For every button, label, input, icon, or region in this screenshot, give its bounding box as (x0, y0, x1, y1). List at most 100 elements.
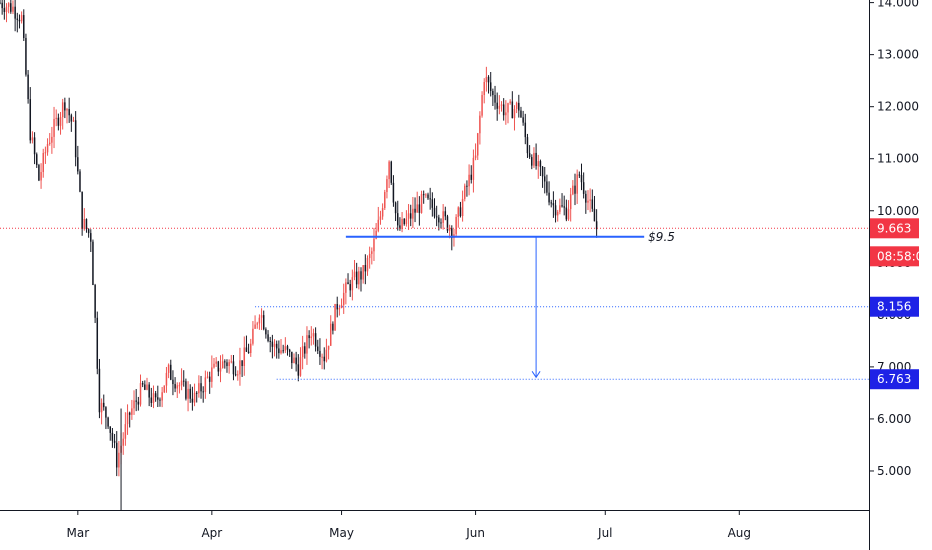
levels (0, 227, 869, 380)
candle-body (55, 117, 57, 119)
candle-body (468, 174, 470, 187)
candle-body (496, 102, 498, 109)
candle-body (152, 393, 155, 403)
candles (0, 0, 598, 510)
candle-body (299, 357, 302, 376)
candle-body (409, 213, 412, 219)
candle-body (254, 324, 256, 329)
candle-body (232, 361, 235, 375)
current-price-tag-bg (870, 218, 919, 239)
candle-body (338, 307, 341, 310)
candle-body (572, 185, 574, 195)
candle-body (585, 193, 587, 203)
candle-body (317, 346, 319, 351)
candle-body (109, 426, 111, 433)
candle-body (293, 357, 295, 364)
candle-body (325, 349, 328, 362)
candle-body (131, 408, 133, 415)
candle-body (483, 82, 485, 96)
x-tick-label: Mar (67, 526, 90, 540)
candle-body (561, 205, 563, 207)
candle-body (546, 181, 548, 193)
candle-body (403, 218, 405, 225)
candle-body (355, 271, 358, 285)
y-tick-label: 13.000 (877, 48, 919, 62)
candle-body (74, 120, 77, 158)
candle-body (582, 182, 585, 194)
candle-body (347, 282, 349, 285)
candle-body (252, 328, 254, 344)
candle-body (321, 356, 323, 358)
x-axis[interactable]: Mar Apr May Jun Jul Aug (0, 510, 869, 540)
candle-body (314, 333, 317, 347)
candle-body (215, 361, 217, 364)
candle-body (51, 136, 53, 143)
candle-body (524, 122, 527, 138)
candle-body (329, 323, 332, 346)
candle-body (533, 152, 535, 166)
candle-body (291, 351, 293, 364)
candle-body (16, 18, 19, 20)
support-tag-1-bg (870, 369, 919, 390)
candle-body (256, 323, 258, 325)
candle-body (3, 8, 6, 13)
candle-body (323, 356, 326, 362)
x-tick-label: Apr (201, 526, 222, 540)
candle-body (38, 165, 40, 181)
x-tick-label: Jun (465, 526, 485, 540)
candle-body (397, 213, 399, 226)
y-tick-label: 11.000 (877, 152, 919, 166)
candle-body (33, 137, 36, 155)
candle-body (422, 194, 425, 196)
candle-body (487, 76, 490, 83)
y-axis[interactable]: 5.0006.0007.0008.0009.00010.00011.00012.… (869, 0, 919, 550)
candle-body (297, 364, 300, 376)
candle-body (57, 117, 60, 126)
candle-body (273, 343, 276, 347)
candle-body (526, 137, 529, 154)
candle-body (377, 219, 380, 231)
candle-body (327, 345, 330, 350)
candle-body (412, 208, 414, 219)
candle-body (154, 393, 157, 398)
candle-body (492, 90, 494, 96)
candle-body (146, 384, 148, 390)
candle-body (368, 253, 371, 259)
candle-body (230, 361, 233, 363)
x-tick-label: Aug (728, 526, 751, 540)
support-tag-0: 8.156 (877, 300, 911, 314)
candle-body (569, 194, 572, 210)
candle-body (345, 282, 347, 293)
candle-body (576, 174, 578, 194)
candle-body (552, 203, 555, 206)
candle-body (399, 225, 401, 229)
candle-body (392, 182, 395, 203)
candle-body (64, 102, 66, 111)
candle-body (103, 402, 105, 408)
candle-body (202, 391, 204, 393)
candle-body (250, 343, 252, 354)
candle-body (520, 110, 522, 118)
candle-body (435, 216, 438, 218)
candle-body (10, 3, 12, 12)
candle-body (522, 117, 524, 123)
candle-body (161, 392, 163, 401)
candle-body (336, 304, 338, 310)
candle-body (431, 199, 434, 208)
candle-body (451, 228, 453, 239)
candle-body (310, 336, 313, 339)
candle-body (237, 374, 239, 376)
candle-body (375, 230, 377, 239)
candle-body (334, 304, 336, 331)
support-tag-1: 6.763 (877, 372, 911, 386)
candle-body (319, 350, 321, 357)
candle-body (12, 6, 14, 12)
candle-body (118, 452, 120, 468)
candle-body (167, 364, 170, 373)
resistance-label: $9.5 (648, 230, 675, 244)
candle-body (195, 392, 198, 394)
candle-body (373, 238, 375, 252)
candle-body (40, 172, 42, 181)
candle-body (379, 216, 382, 220)
